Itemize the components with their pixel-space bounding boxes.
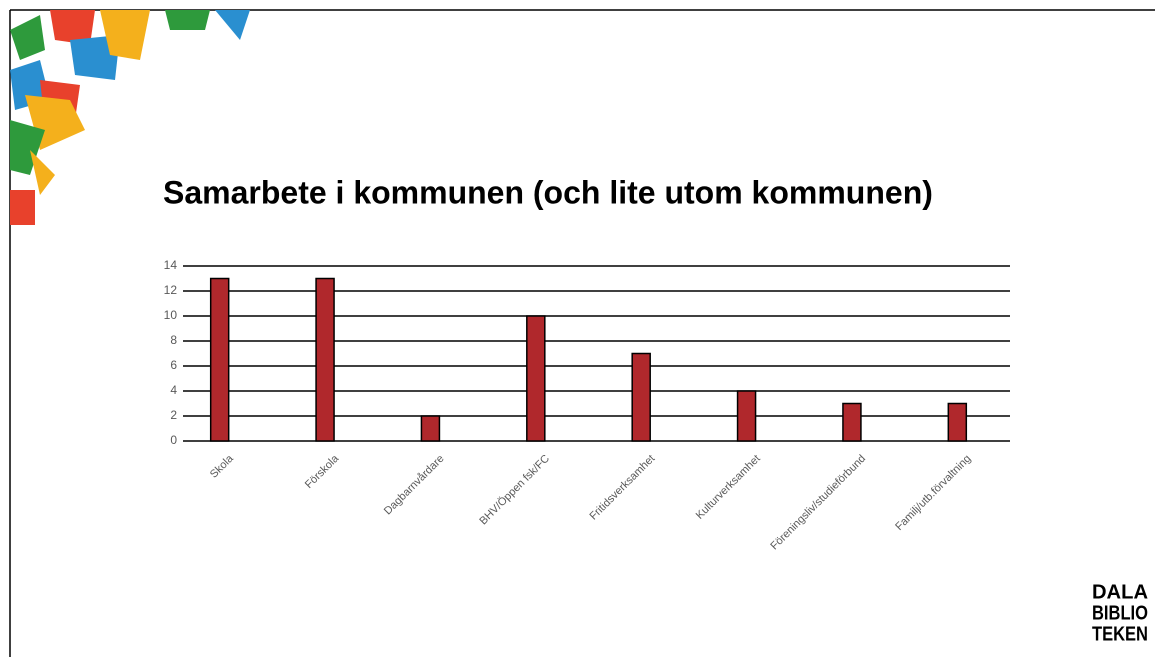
slide: Samarbete i kommunen (och lite utom komm… — [0, 0, 1155, 657]
bar — [316, 279, 334, 442]
y-tick-label: 12 — [164, 283, 178, 297]
background — [0, 0, 1155, 657]
y-tick-label: 2 — [170, 408, 177, 422]
bar — [843, 404, 861, 442]
bar — [527, 316, 545, 441]
bar — [632, 354, 650, 442]
bar — [948, 404, 966, 442]
chart-title: Samarbete i kommunen (och lite utom komm… — [163, 174, 933, 210]
bar — [211, 279, 229, 442]
y-tick-label: 14 — [164, 258, 178, 272]
logo-text: DALA — [1092, 581, 1148, 603]
y-tick-label: 6 — [170, 358, 177, 372]
logo-text: BIBLIO — [1092, 602, 1148, 624]
bar — [421, 416, 439, 441]
y-tick-label: 10 — [164, 308, 178, 322]
bar — [738, 391, 756, 441]
y-tick-label: 8 — [170, 333, 177, 347]
y-tick-label: 0 — [170, 433, 177, 447]
y-tick-label: 4 — [170, 383, 177, 397]
logo-text: TEKEN — [1092, 623, 1148, 645]
